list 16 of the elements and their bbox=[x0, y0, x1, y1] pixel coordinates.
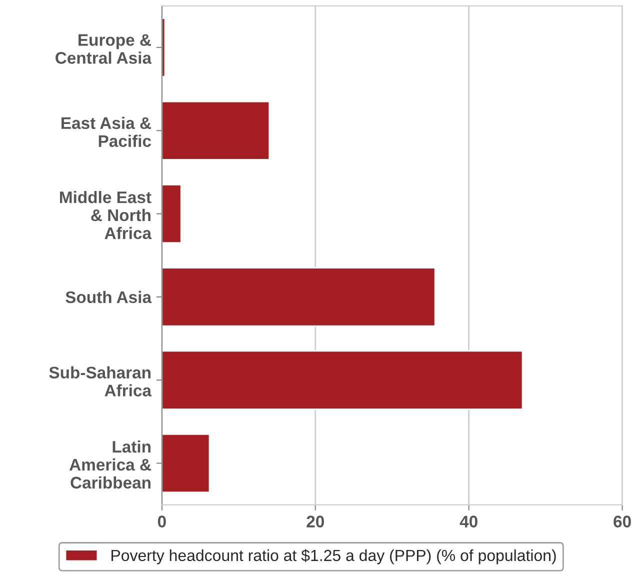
y-tick-label: Sub-Saharan Africa bbox=[49, 366, 152, 396]
x-tick-label: 20 bbox=[306, 516, 324, 528]
y-tick-label: East Asia & Pacific bbox=[62, 116, 152, 147]
bar bbox=[162, 184, 182, 244]
y-tick-label: Europe & Central Asia bbox=[56, 34, 152, 64]
x-tick-label: 0 bbox=[158, 516, 166, 528]
legend-label: Poverty headcount ratio at $1.25 a day (PPP) (% of population) bbox=[112, 549, 556, 564]
x-tick-label: 60 bbox=[614, 516, 631, 528]
bar bbox=[162, 267, 436, 327]
bar bbox=[162, 100, 270, 160]
x-tick-label: 40 bbox=[460, 516, 478, 528]
y-tick-label: Latin America & Caribbean bbox=[69, 440, 151, 489]
y-tick-label: South Asia bbox=[66, 290, 152, 304]
y-tick-label: Middle East & North Africa bbox=[60, 190, 152, 240]
bar bbox=[162, 433, 210, 494]
bar bbox=[162, 350, 524, 410]
